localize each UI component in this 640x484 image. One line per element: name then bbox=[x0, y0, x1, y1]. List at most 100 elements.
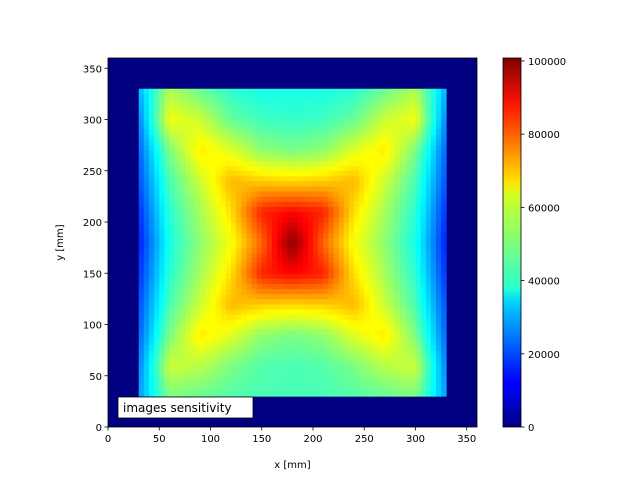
heatmap-cell bbox=[405, 93, 411, 100]
heatmap-cell bbox=[343, 304, 350, 310]
heatmap-cell bbox=[174, 304, 181, 310]
heatmap-cell bbox=[220, 129, 227, 136]
heatmap-cell bbox=[190, 99, 196, 105]
heatmap-cell bbox=[236, 355, 242, 361]
heatmap-cell bbox=[405, 124, 411, 131]
x-tick-label: 0 bbox=[105, 434, 111, 445]
heatmap-cell bbox=[241, 391, 247, 397]
heatmap-cell bbox=[338, 119, 345, 126]
heatmap-cell bbox=[410, 88, 416, 95]
heatmap-cell bbox=[256, 119, 263, 126]
heatmap-cell bbox=[384, 345, 391, 351]
heatmap-cell bbox=[297, 345, 304, 351]
heatmap-cell bbox=[292, 350, 299, 356]
heatmap-cell bbox=[420, 227, 427, 233]
heatmap-cell bbox=[430, 304, 437, 310]
heatmap-cell bbox=[225, 360, 232, 366]
heatmap-cell bbox=[354, 293, 360, 300]
heatmap-cell bbox=[225, 391, 232, 397]
heatmap-cell bbox=[138, 252, 145, 259]
heatmap-cell bbox=[277, 314, 283, 320]
heatmap-cell bbox=[343, 370, 350, 377]
heatmap-cell bbox=[220, 170, 227, 177]
heatmap-cell bbox=[364, 329, 370, 336]
heatmap-cell bbox=[410, 165, 416, 172]
heatmap-cell bbox=[236, 237, 242, 243]
heatmap-cell bbox=[338, 257, 345, 264]
heatmap-cell bbox=[251, 288, 258, 295]
heatmap-cell bbox=[184, 104, 191, 110]
heatmap-cell bbox=[256, 309, 263, 315]
heatmap-cell bbox=[307, 350, 314, 356]
heatmap-cell bbox=[318, 129, 324, 136]
heatmap-cell bbox=[374, 140, 381, 146]
heatmap-cell bbox=[338, 186, 345, 192]
heatmap-cell bbox=[410, 278, 416, 284]
heatmap-cell bbox=[282, 334, 288, 341]
heatmap-cell bbox=[154, 257, 160, 264]
heatmap-cell bbox=[395, 124, 401, 131]
heatmap-cell bbox=[195, 211, 201, 218]
heatmap-cell bbox=[333, 293, 340, 300]
heatmap-cell bbox=[343, 145, 350, 151]
heatmap-cell bbox=[338, 129, 345, 136]
heatmap-cell bbox=[200, 109, 206, 115]
heatmap-cell bbox=[420, 145, 427, 151]
heatmap-cell bbox=[343, 211, 350, 218]
heatmap-cell bbox=[307, 278, 314, 284]
heatmap-cell bbox=[400, 216, 406, 223]
heatmap-cell bbox=[210, 380, 217, 387]
heatmap-cell bbox=[338, 165, 345, 172]
heatmap-cell bbox=[420, 365, 427, 372]
heatmap-cell bbox=[282, 211, 288, 218]
heatmap-cell bbox=[359, 99, 365, 105]
heatmap-cell bbox=[210, 114, 217, 120]
heatmap-cell bbox=[164, 88, 170, 95]
heatmap-cell bbox=[400, 391, 406, 397]
heatmap-cell bbox=[410, 319, 416, 325]
heatmap-cell bbox=[318, 160, 324, 167]
heatmap-cell bbox=[138, 201, 145, 208]
heatmap-cell bbox=[154, 109, 160, 115]
heatmap-cell bbox=[174, 391, 181, 397]
colorbar-tick-label: 40000 bbox=[528, 277, 560, 288]
heatmap-cell bbox=[343, 222, 350, 228]
heatmap-cell bbox=[354, 211, 360, 218]
heatmap-cell bbox=[169, 181, 176, 187]
heatmap-cell bbox=[420, 140, 427, 146]
heatmap-cell bbox=[174, 124, 181, 131]
heatmap-cell bbox=[425, 109, 432, 115]
heatmap-cell bbox=[297, 314, 304, 320]
heatmap-cell bbox=[410, 309, 416, 315]
heatmap-cell bbox=[190, 339, 196, 346]
heatmap-cell bbox=[266, 391, 273, 397]
heatmap-cell bbox=[430, 386, 437, 392]
heatmap-cell bbox=[220, 257, 227, 264]
heatmap-cell bbox=[159, 257, 165, 264]
heatmap-cell bbox=[328, 155, 334, 161]
heatmap-cell bbox=[282, 263, 288, 269]
heatmap-cell bbox=[302, 104, 309, 110]
heatmap-cell bbox=[369, 293, 375, 300]
heatmap-cell bbox=[154, 114, 160, 120]
heatmap-cell bbox=[205, 370, 211, 377]
heatmap-cell bbox=[241, 247, 247, 254]
heatmap-cell bbox=[328, 268, 334, 274]
heatmap-cell bbox=[282, 109, 288, 115]
heatmap-cell bbox=[400, 186, 406, 192]
heatmap-cell bbox=[364, 283, 370, 290]
heatmap-cell bbox=[410, 129, 416, 136]
heatmap-cell bbox=[236, 93, 242, 100]
heatmap-cell bbox=[307, 345, 314, 351]
heatmap-cell bbox=[231, 88, 237, 95]
heatmap-cell bbox=[210, 211, 217, 218]
heatmap-cell bbox=[415, 370, 422, 377]
heatmap-cell bbox=[220, 206, 227, 213]
heatmap-cell bbox=[307, 206, 314, 213]
heatmap-cell bbox=[415, 191, 422, 197]
heatmap-cell bbox=[282, 175, 288, 182]
heatmap-cell bbox=[384, 288, 391, 295]
heatmap-cell bbox=[261, 109, 268, 115]
heatmap-cell bbox=[410, 134, 416, 141]
heatmap-cell bbox=[236, 170, 242, 177]
